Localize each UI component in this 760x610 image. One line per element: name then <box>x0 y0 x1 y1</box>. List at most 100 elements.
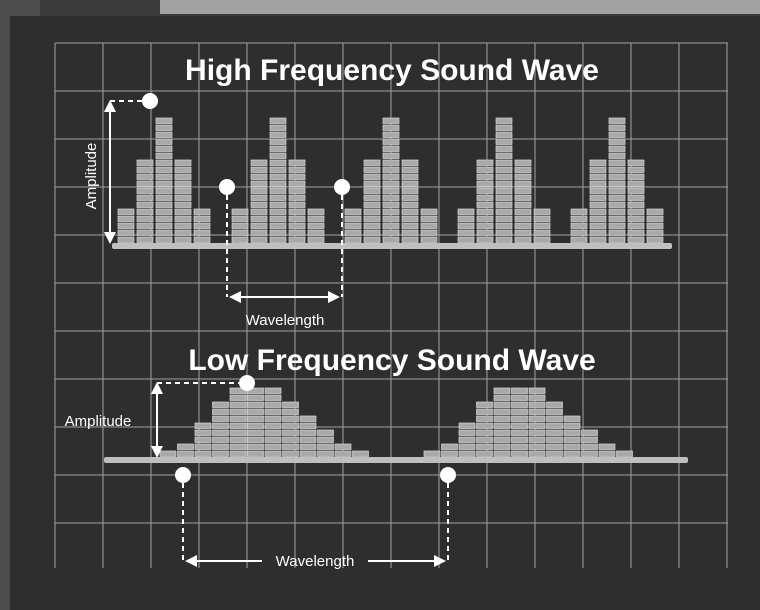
bar-segment <box>194 450 212 457</box>
bar-segment <box>627 166 645 173</box>
bar-segment <box>382 194 400 201</box>
bar-segment <box>174 180 192 187</box>
bar-segment <box>511 422 528 429</box>
bar-segment <box>194 436 212 443</box>
bar-column <box>495 117 513 243</box>
bar-segment <box>212 422 229 429</box>
bar-segment <box>155 222 173 229</box>
bar-segment <box>476 215 494 222</box>
low-frequency-wave-bars <box>159 387 633 457</box>
bar-column <box>420 208 438 243</box>
bar-segment <box>493 408 511 415</box>
bar-segment <box>476 408 493 415</box>
bar-segment <box>546 422 563 429</box>
bar-segment <box>382 173 400 180</box>
bar-segment <box>528 394 546 401</box>
bar-segment <box>382 138 400 145</box>
high-frequency-wave-bars <box>117 117 664 243</box>
bar-segment <box>317 436 334 443</box>
bar-segment <box>363 215 381 222</box>
low-wave-peak <box>423 387 633 457</box>
bar-column <box>382 117 400 243</box>
bar-segment <box>136 201 154 208</box>
bar-segment <box>608 145 626 152</box>
bar-segment <box>269 194 287 201</box>
bar-segment <box>382 159 400 166</box>
bar-segment <box>533 229 551 236</box>
bar-segment <box>495 173 513 180</box>
bar-segment <box>382 201 400 208</box>
high-wave-baseline <box>112 243 672 249</box>
bar-segment <box>229 401 247 408</box>
bar-segment <box>598 450 616 457</box>
bar-segment <box>282 408 299 415</box>
bar-segment <box>570 215 588 222</box>
low-frequency-title: Low Frequency Sound Wave <box>188 344 595 377</box>
bar-segment <box>231 229 249 236</box>
bar-segment <box>299 415 317 422</box>
bar-segment <box>155 145 173 152</box>
bar-segment <box>608 229 626 236</box>
bar-column <box>282 401 299 457</box>
bar-segment <box>570 229 588 236</box>
bar-segment <box>608 152 626 159</box>
bar-segment <box>288 236 306 243</box>
bar-column <box>441 443 458 457</box>
high-amplitude-point <box>142 93 158 109</box>
bar-segment <box>264 408 282 415</box>
high-wave-peak <box>231 117 325 243</box>
bar-segment <box>476 229 494 236</box>
low-wavelength-start-point <box>175 467 191 483</box>
bar-segment <box>495 201 513 208</box>
bar-segment <box>136 215 154 222</box>
bar-segment <box>229 450 247 457</box>
bar-segment <box>627 208 645 215</box>
bar-segment <box>608 117 626 124</box>
bar-segment <box>155 208 173 215</box>
bar-segment <box>288 215 306 222</box>
bar-column <box>598 443 616 457</box>
bar-segment <box>533 208 551 215</box>
bar-segment <box>212 429 229 436</box>
bar-segment <box>382 236 400 243</box>
bar-column <box>247 387 264 457</box>
bar-segment <box>382 124 400 131</box>
bar-segment <box>511 450 528 457</box>
bar-segment <box>581 429 598 436</box>
bar-segment <box>511 401 528 408</box>
bar-segment <box>250 166 268 173</box>
bar-segment <box>570 208 588 215</box>
bar-column <box>264 387 282 457</box>
bar-column <box>177 443 194 457</box>
bar-segment <box>307 222 325 229</box>
bar-segment <box>495 222 513 229</box>
bar-segment <box>495 124 513 131</box>
bar-column <box>194 422 212 457</box>
bar-segment <box>495 215 513 222</box>
bar-column <box>212 401 229 457</box>
bar-segment <box>269 236 287 243</box>
bar-segment <box>317 443 334 450</box>
bar-segment <box>174 229 192 236</box>
bar-segment <box>608 180 626 187</box>
bar-segment <box>382 229 400 236</box>
bar-segment <box>546 408 563 415</box>
bar-segment <box>136 236 154 243</box>
bar-segment <box>457 236 475 243</box>
bar-segment <box>476 415 493 422</box>
bar-segment <box>608 194 626 201</box>
bar-segment <box>247 415 264 422</box>
bar-segment <box>288 173 306 180</box>
low-wavelength-marker <box>175 467 456 567</box>
bar-column <box>581 429 598 457</box>
bar-segment <box>401 236 419 243</box>
bar-segment <box>250 173 268 180</box>
bar-segment <box>363 222 381 229</box>
bar-column <box>570 208 588 243</box>
bar-segment <box>514 222 532 229</box>
bar-segment <box>495 152 513 159</box>
bar-segment <box>401 173 419 180</box>
bar-segment <box>159 450 177 457</box>
bar-segment <box>546 429 563 436</box>
bar-column <box>334 443 352 457</box>
